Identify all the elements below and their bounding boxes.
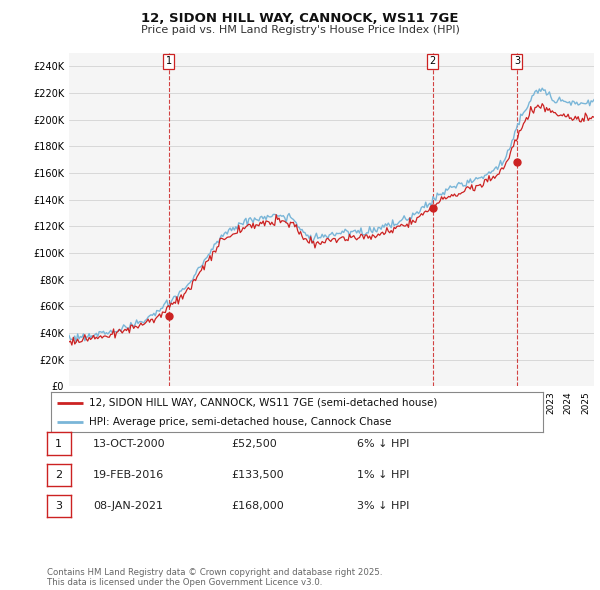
Text: HPI: Average price, semi-detached house, Cannock Chase: HPI: Average price, semi-detached house,… — [89, 417, 392, 427]
Text: 12, SIDON HILL WAY, CANNOCK, WS11 7GE (semi-detached house): 12, SIDON HILL WAY, CANNOCK, WS11 7GE (s… — [89, 398, 438, 408]
Text: 13-OCT-2000: 13-OCT-2000 — [93, 439, 166, 448]
Text: £133,500: £133,500 — [231, 470, 284, 480]
Text: 2: 2 — [430, 56, 436, 66]
Text: 1: 1 — [55, 439, 62, 448]
Text: 19-FEB-2016: 19-FEB-2016 — [93, 470, 164, 480]
Text: 3: 3 — [514, 56, 520, 66]
Text: £52,500: £52,500 — [231, 439, 277, 448]
Text: 3: 3 — [55, 502, 62, 511]
Text: 12, SIDON HILL WAY, CANNOCK, WS11 7GE: 12, SIDON HILL WAY, CANNOCK, WS11 7GE — [141, 12, 459, 25]
Text: 1: 1 — [166, 56, 172, 66]
Text: Price paid vs. HM Land Registry's House Price Index (HPI): Price paid vs. HM Land Registry's House … — [140, 25, 460, 35]
Text: 08-JAN-2021: 08-JAN-2021 — [93, 502, 163, 511]
Text: 6% ↓ HPI: 6% ↓ HPI — [357, 439, 409, 448]
Text: 2: 2 — [55, 470, 62, 480]
Text: 1% ↓ HPI: 1% ↓ HPI — [357, 470, 409, 480]
Text: £168,000: £168,000 — [231, 502, 284, 511]
Text: Contains HM Land Registry data © Crown copyright and database right 2025.
This d: Contains HM Land Registry data © Crown c… — [47, 568, 382, 587]
Text: 3% ↓ HPI: 3% ↓ HPI — [357, 502, 409, 511]
